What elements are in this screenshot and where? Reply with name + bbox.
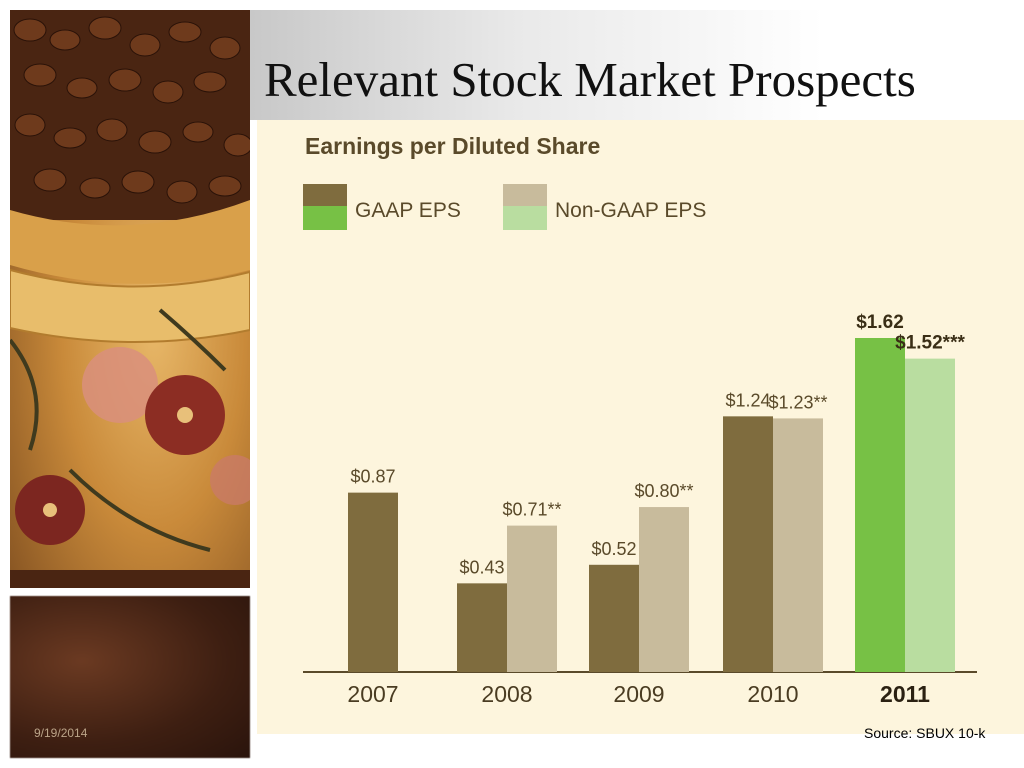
bar-non-gaap-2009	[639, 507, 689, 672]
bar-non-gaap-2008	[507, 525, 557, 672]
eps-chart-svg: Earnings per Diluted Share GAAP EPS Non-GA…	[303, 133, 977, 707]
x-tick-label-2007: 2007	[347, 681, 398, 707]
bar-gaap-2010	[723, 416, 773, 672]
bar-gaap-2011	[855, 338, 905, 672]
blurred-beans-photo	[10, 596, 250, 758]
title-band	[250, 10, 1014, 120]
data-label-non-gaap-2011: $1.52***	[895, 333, 965, 354]
legend-swatch-non-gaap-highlight	[503, 206, 547, 230]
data-label-gaap-2009: $0.52	[591, 539, 636, 559]
chart-title: Earnings per Diluted Share	[305, 133, 600, 159]
bar-gaap-2009	[589, 564, 639, 672]
bar-gaap-2008	[457, 583, 507, 672]
slide-title: Relevant Stock Market Prospects	[264, 52, 916, 107]
coffee-mug-photo	[10, 10, 250, 588]
legend-label-non-gaap: Non-GAAP EPS	[555, 199, 706, 222]
x-tick-label-2009: 2009	[613, 681, 664, 707]
data-label-gaap-2011: $1.62	[856, 312, 904, 333]
data-label-non-gaap-2010: $1.23**	[768, 392, 827, 412]
left-image-panel	[10, 10, 250, 758]
x-tick-label-2011: 2011	[880, 681, 930, 707]
data-label-non-gaap-2008: $0.71**	[502, 500, 561, 520]
legend-swatch-gaap-highlight	[303, 206, 347, 230]
data-label-gaap-2010: $1.24	[725, 390, 770, 410]
legend-swatch-gaap	[303, 184, 347, 206]
slide-date: 9/19/2014	[34, 726, 88, 740]
data-label-gaap-2008: $0.43	[459, 557, 504, 577]
legend-swatch-non-gaap	[503, 184, 547, 206]
eps-chart: Earnings per Diluted Share GAAP EPS Non-GA…	[257, 120, 1024, 734]
bar-non-gaap-2010	[773, 418, 823, 672]
bar-gaap-2007	[348, 492, 398, 672]
data-label-non-gaap-2009: $0.80**	[634, 481, 693, 501]
data-label-gaap-2007: $0.87	[350, 467, 395, 487]
x-tick-label-2008: 2008	[481, 681, 532, 707]
x-tick-label-2010: 2010	[747, 681, 798, 707]
bar-non-gaap-2011	[905, 358, 955, 672]
source-note: Source: SBUX 10-k	[864, 725, 986, 741]
legend-label-gaap: GAAP EPS	[355, 199, 461, 222]
